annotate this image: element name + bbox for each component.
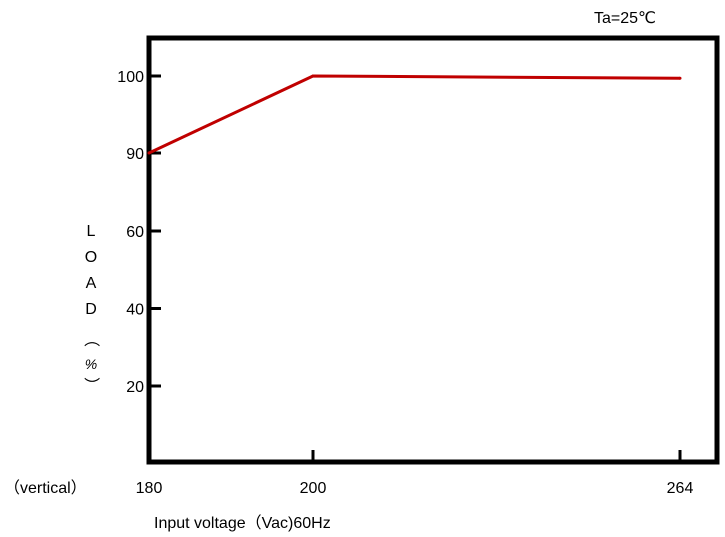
- x-axis-title: Input voltage（Vac)60Hz: [154, 514, 331, 532]
- y-tick-label: 100: [117, 69, 144, 86]
- y-axis-title-char: L: [87, 223, 96, 240]
- y-axis-title-char: A: [86, 275, 97, 292]
- y-tick-label: 90: [126, 146, 144, 163]
- y-axis-title-char: %: [85, 356, 97, 372]
- ambient-temperature-annotation: Ta=25℃: [594, 10, 656, 27]
- derating-curve-point: [311, 74, 315, 78]
- y-tick-label: 20: [126, 379, 144, 396]
- x-axis-ticks: 180 200 264: [136, 450, 694, 497]
- x-tick-label: 200: [300, 480, 327, 497]
- derating-curve-point: [147, 151, 151, 155]
- y-axis-title-char: （: [82, 331, 100, 347]
- derating-curve-line: [148, 74, 681, 155]
- y-axis-ticks: 20 40 60 90 100: [117, 69, 161, 396]
- plot-frame: [146, 35, 720, 465]
- x-tick-label: 180: [136, 480, 163, 497]
- series-layer: [147, 74, 682, 155]
- y-axis-title-char: ）: [82, 377, 100, 393]
- y-axis-title-char: O: [85, 249, 97, 266]
- x-tick-label: 264: [667, 480, 694, 497]
- y-axis-title: L O A D （ % ）: [82, 223, 100, 393]
- y-tick-label: 40: [126, 302, 144, 319]
- derating-curve-point: [678, 76, 682, 80]
- y-axis-title-char: D: [85, 301, 97, 318]
- y-tick-label: 60: [126, 224, 144, 241]
- corner-label: （vertical）: [4, 479, 87, 497]
